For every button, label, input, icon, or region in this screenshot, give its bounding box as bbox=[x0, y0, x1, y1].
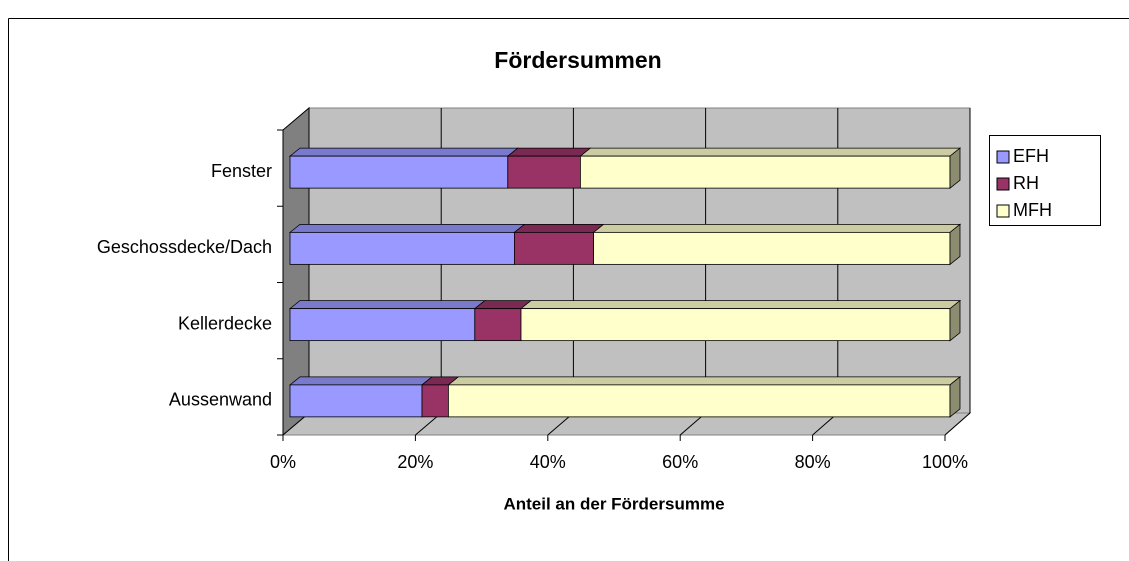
bar-top bbox=[579, 147, 962, 157]
bar-side bbox=[949, 223, 961, 266]
bar bbox=[593, 231, 951, 265]
bar-top bbox=[513, 223, 605, 233]
bar bbox=[447, 384, 951, 418]
bar-side bbox=[949, 376, 961, 418]
bar-top bbox=[288, 300, 486, 310]
bar bbox=[289, 231, 515, 265]
bar-top bbox=[519, 300, 962, 310]
x-tick-label: 60% bbox=[662, 452, 698, 472]
bar bbox=[289, 308, 476, 342]
y-tick-label: Kellerdecke bbox=[178, 313, 272, 333]
bar bbox=[289, 384, 423, 418]
x-tick-label: 0% bbox=[270, 452, 296, 472]
bar bbox=[507, 155, 581, 189]
bar-top bbox=[592, 223, 962, 233]
chart-title: Fördersummen bbox=[494, 47, 661, 73]
legend-swatch bbox=[996, 177, 1010, 191]
x-tick-label: 20% bbox=[397, 452, 433, 472]
bar bbox=[514, 231, 595, 265]
bar-top bbox=[288, 147, 519, 157]
x-tick-label: 100% bbox=[922, 452, 968, 472]
bar bbox=[580, 155, 951, 189]
legend-swatch bbox=[996, 204, 1010, 218]
bar bbox=[421, 384, 449, 418]
bar bbox=[289, 155, 509, 189]
x-axis-label: Anteil an der Fördersumme bbox=[503, 494, 724, 513]
legend-label: MFH bbox=[1013, 200, 1052, 220]
bar-top bbox=[506, 147, 592, 157]
y-tick-label: Fenster bbox=[211, 161, 272, 181]
x-tick-label: 80% bbox=[795, 452, 831, 472]
bar-top bbox=[447, 376, 962, 386]
legend-swatch bbox=[996, 150, 1010, 164]
bar-side bbox=[949, 147, 961, 189]
legend-label: EFH bbox=[1013, 146, 1049, 166]
bar bbox=[520, 308, 951, 342]
y-tick-label: Geschossdecke/Dach bbox=[97, 237, 272, 257]
bar-side bbox=[949, 299, 961, 342]
bar-top bbox=[288, 376, 434, 386]
x-tick-label: 40% bbox=[530, 452, 566, 472]
bar bbox=[474, 308, 522, 342]
grid-line bbox=[944, 412, 971, 436]
bar-top bbox=[288, 223, 526, 233]
y-tick-label: Aussenwand bbox=[169, 390, 272, 410]
legend-label: RH bbox=[1013, 173, 1039, 193]
